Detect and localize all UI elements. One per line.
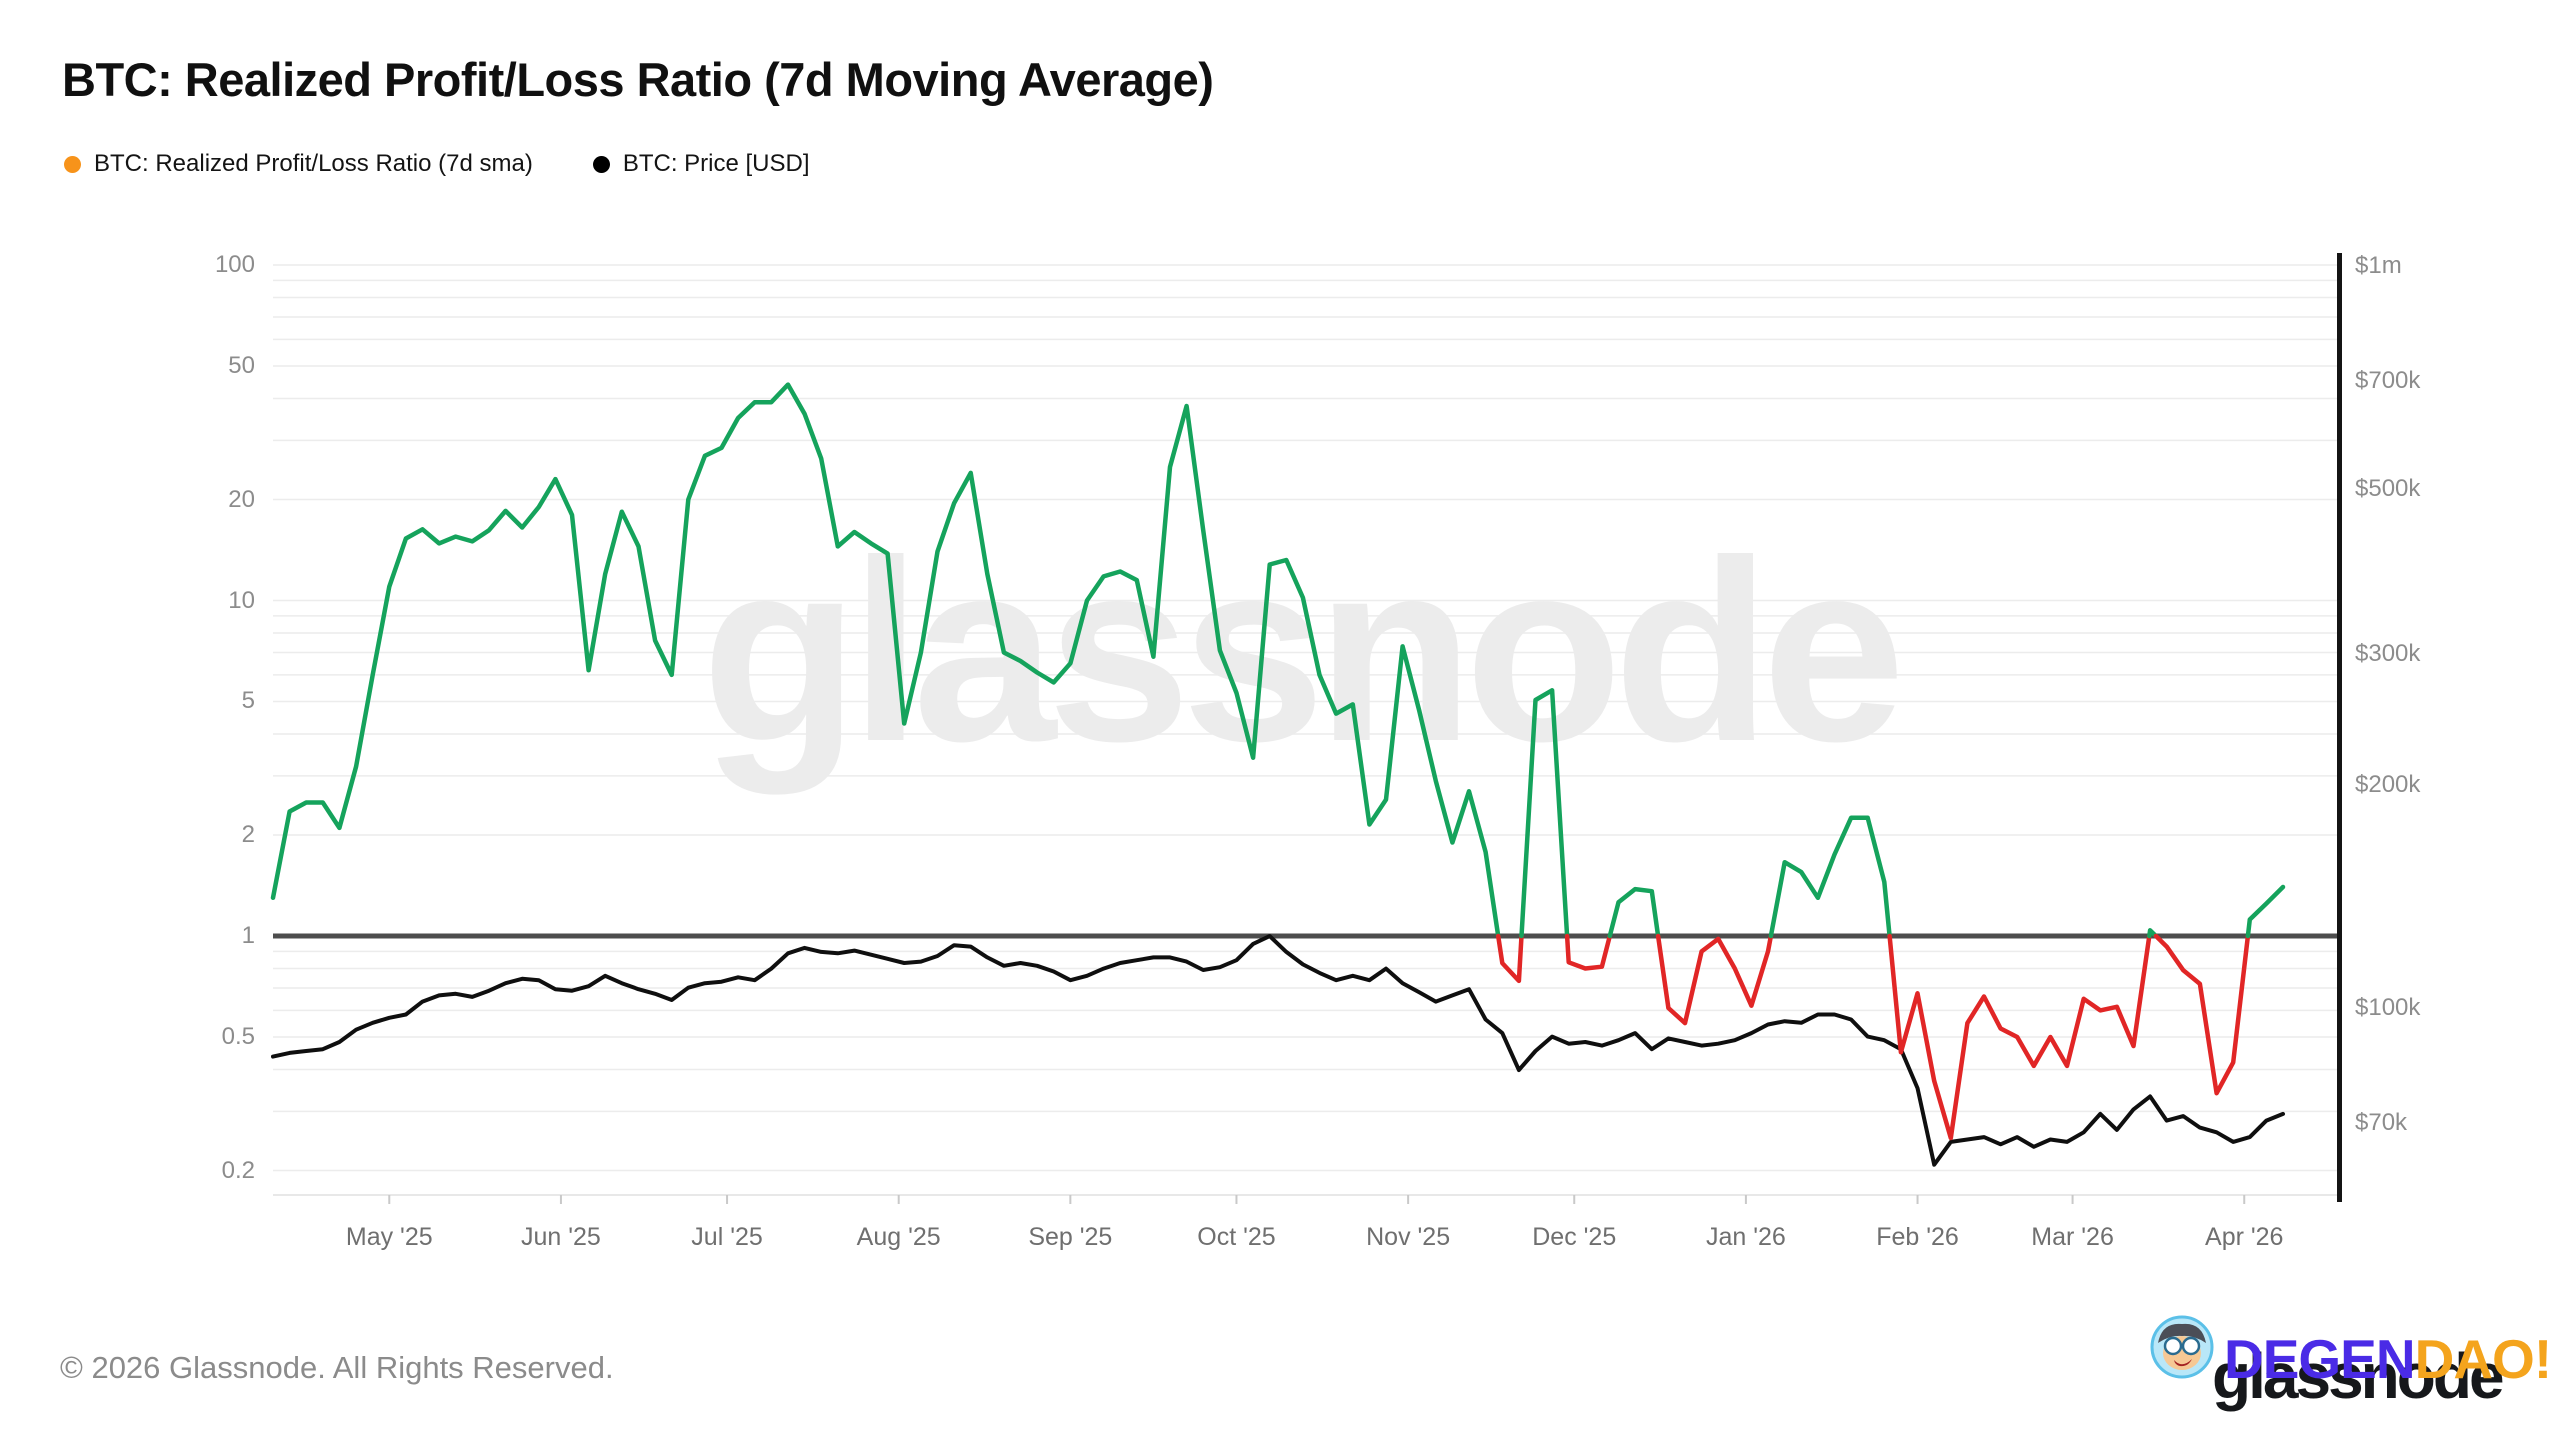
right-axis-tick-label: $200k [2355,770,2421,798]
ratio-line-above-1 [1519,688,1570,939]
left-axis-tick-label: 0.2 [221,1156,255,1184]
ratio-line-above-1 [2147,928,2159,939]
left-axis-tick-label: 10 [228,586,255,614]
ratio-line-above-1 [1607,886,1661,939]
ratio-line-above-1 [270,382,1501,939]
legend: BTC: Realized Profit/Loss Ratio (7d sma)… [64,150,810,178]
x-axis-tick-label: Sep '25 [1028,1223,1113,1251]
left-axis-tick-label: 0.5 [221,1022,255,1050]
left-axis-tick-label: 1 [241,922,255,949]
degen-dao-branding: glassnode DEGENDAO! [2140,1305,2560,1425]
ratio-line-below-1 [1495,933,1524,984]
x-axis-tick-label: Mar '26 [2031,1223,2114,1251]
legend-item-price[interactable]: BTC: Price [USD] [592,150,810,178]
degen-dao-mascot-icon [2150,1315,2214,1379]
right-axis-tick-label: $700k [2355,366,2421,394]
x-axis-tick-label: Jul '25 [691,1223,763,1251]
ratio-line-below-1 [1564,933,1613,971]
ratio-line-above-1 [2245,884,2286,939]
right-axis-tick-label: $300k [2355,639,2421,667]
dao-text: DAO! [2414,1328,2553,1390]
x-axis-tick-label: Jan '26 [1705,1223,1786,1251]
glassnode-watermark: glassnode [701,506,1905,795]
legend-label-ratio: BTC: Realized Profit/Loss Ratio (7d sma) [94,150,533,177]
left-axis-tick-label: 20 [228,485,255,513]
ratio-line-below-1 [1655,933,1774,1026]
x-axis-tick-label: Jun '25 [521,1223,601,1251]
right-axis-tick-label: $500k [2355,475,2421,503]
ratio-legend-dot-icon [64,155,81,173]
x-axis-tick-label: Oct '25 [1197,1223,1276,1251]
left-axis-tick-label: 50 [228,351,255,379]
right-axis-tick-label: $1m [2355,252,2402,279]
x-axis-tick-label: Dec '25 [1532,1223,1617,1251]
legend-label-price: BTC: Price [USD] [622,150,810,177]
right-axis-tick-label: $100k [2355,994,2421,1021]
left-axis-tick-label: 5 [241,687,255,715]
price-legend-dot-icon [592,155,610,173]
right-axis-tick-label: $70k [2355,1108,2408,1136]
left-axis-tick-label: 2 [241,821,255,848]
x-axis-tick-label: Nov '25 [1366,1223,1451,1251]
legend-item-ratio[interactable]: BTC: Realized Profit/Loss Ratio (7d sma) [64,150,533,178]
ratio-line-above-1 [1768,815,1892,939]
x-axis-tick-label: Feb '26 [1876,1223,1959,1251]
copyright-text: © 2026 Glassnode. All Rights Reserved. [60,1350,614,1385]
degen-text: DEGEN [2224,1328,2416,1390]
ratio-line-below-1 [2153,933,2251,1096]
degen-dao-logo-text: DEGENDAO! [2224,1327,2553,1391]
x-axis-tick-label: May '25 [345,1223,433,1251]
page-title: BTC: Realized Profit/Loss Ratio (7d Movi… [62,53,1214,106]
x-axis-tick-label: Aug '25 [856,1223,941,1251]
price-line [271,934,2285,1167]
glassnode-wordmark: glassnode [2212,1340,2505,1412]
left-axis-tick-label: 100 [214,251,255,278]
x-axis-tick-label: Apr '26 [2205,1223,2284,1251]
right-axis-bar [2337,253,2342,1202]
ratio-line-below-1 [1887,933,2152,1141]
